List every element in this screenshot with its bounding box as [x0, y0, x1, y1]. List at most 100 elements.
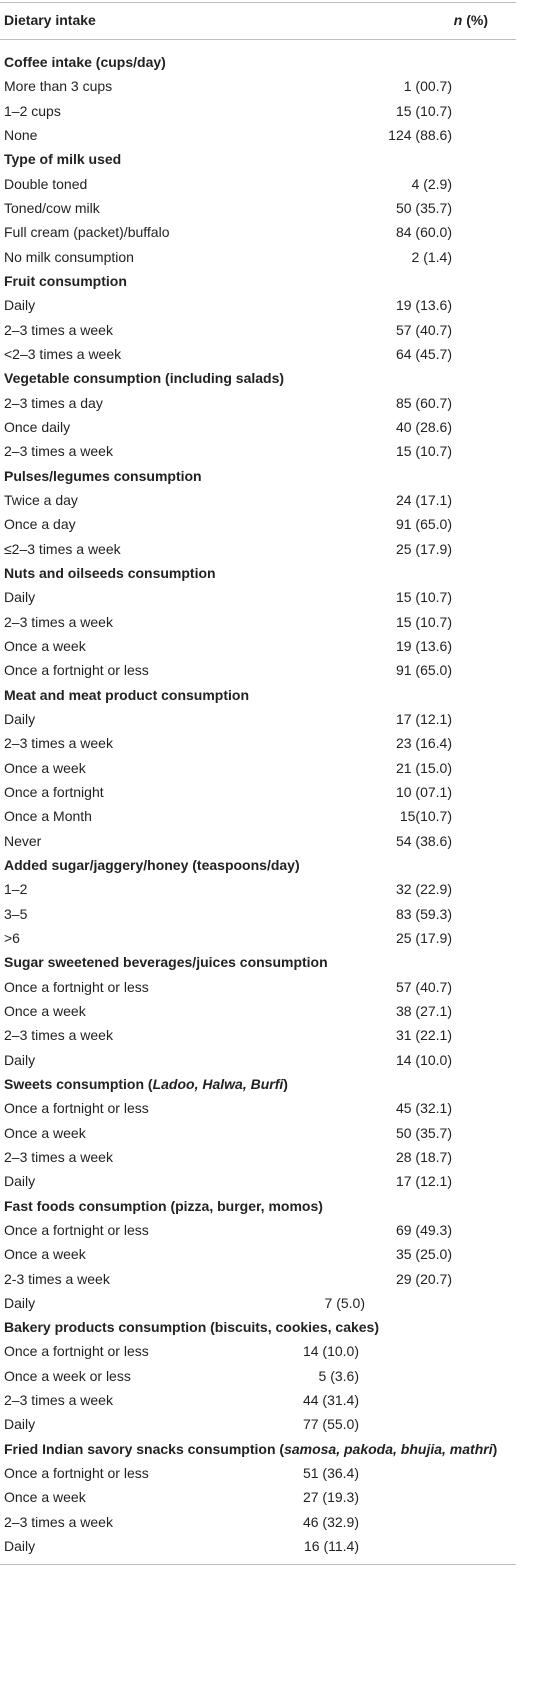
- row-value: 24 (17.1): [395, 491, 452, 508]
- text-part: Vegetable consumption (including salads): [4, 370, 285, 387]
- section-title: Vegetable consumption (including salads): [4, 369, 284, 387]
- row-value: 5 (3.6): [318, 1367, 359, 1384]
- top-rule: [0, 2, 516, 3]
- row-label: Daily: [4, 1173, 36, 1190]
- row-value: 17 (12.1): [395, 710, 452, 727]
- row-label: Never: [4, 832, 42, 849]
- section-title: Bakery products consumption (biscuits, c…: [4, 1318, 379, 1336]
- row-label: Daily: [4, 1294, 36, 1311]
- text-part: (%): [462, 12, 488, 28]
- row-label: 1–2: [4, 881, 28, 898]
- row-value: 19 (13.6): [395, 637, 452, 654]
- row-label: 2–3 times a week: [4, 443, 113, 460]
- row-value: 28 (18.7): [395, 1148, 452, 1165]
- header-rule: [0, 39, 516, 40]
- row-label: Once a week: [4, 637, 86, 654]
- row-label: Once a Month: [4, 808, 92, 825]
- row-value: 91 (65.0): [395, 662, 452, 679]
- row-value: 32 (22.9): [395, 881, 452, 898]
- row-label: Once a week: [4, 1002, 86, 1019]
- row-value: 54 (38.6): [395, 832, 452, 849]
- row-value: 17 (12.1): [395, 1173, 452, 1190]
- row-value: 27 (19.3): [302, 1489, 359, 1506]
- row-label: Once a fortnight or less: [4, 662, 149, 679]
- bottom-rule: [0, 1564, 516, 1566]
- section-title: Fruit consumption: [4, 272, 127, 290]
- row-label: Double toned: [4, 175, 88, 192]
- row-value: 44 (31.4): [302, 1392, 359, 1409]
- row-value: 69 (49.3): [395, 1221, 452, 1238]
- row-label: ≤2–3 times a week: [4, 540, 121, 557]
- text-part: ): [283, 1075, 288, 1092]
- row-value: 16 (11.4): [304, 1538, 359, 1555]
- header-value: n (%): [454, 11, 488, 29]
- italic-part: samosa, pakoda, bhujia, mathri: [284, 1440, 493, 1457]
- text-part: Type of milk used: [4, 151, 122, 168]
- row-value: 15 (10.7): [395, 613, 452, 630]
- row-label: 2–3 times a week: [4, 1148, 113, 1165]
- row-label: No milk consumption: [4, 248, 134, 265]
- row-value: 57 (40.7): [395, 321, 452, 338]
- italic-part: n: [453, 12, 463, 28]
- row-value: 77 (55.0): [302, 1416, 359, 1433]
- row-label: Daily: [4, 1538, 36, 1555]
- row-label: More than 3 cups: [4, 78, 113, 95]
- row-value: 10 (07.1): [395, 783, 452, 800]
- row-label: Daily: [4, 1416, 36, 1433]
- row-label: Once a fortnight or less: [4, 1465, 149, 1482]
- row-value: 51 (36.4): [302, 1465, 359, 1482]
- row-value: 14 (10.0): [395, 1051, 452, 1068]
- header-label: Dietary intake: [4, 12, 96, 28]
- section-title: Nuts and oilseeds consumption: [4, 564, 216, 582]
- text-part: Fruit consumption: [4, 272, 127, 289]
- row-label: Once a fortnight or less: [4, 1221, 149, 1238]
- table: Dietary intake n (%) Coffee intake (cups/d…: [0, 2, 516, 1566]
- row-label: 2–3 times a week: [4, 735, 113, 752]
- row-label: Full cream (packet)/buffalo: [4, 224, 170, 241]
- row-label: 2–3 times a week: [4, 613, 113, 630]
- row-value: 40 (28.6): [395, 418, 452, 435]
- section-title: Meat and meat product consumption: [4, 686, 249, 704]
- row-label: Daily: [4, 297, 36, 314]
- row-label: Toned/cow milk: [4, 199, 100, 216]
- row-value: 50 (35.7): [395, 1124, 452, 1141]
- row-value: 50 (35.7): [395, 199, 452, 216]
- section-title: Added sugar/jaggery/honey (teaspoons/day…: [4, 856, 300, 874]
- row-value: 7 (5.0): [324, 1294, 365, 1311]
- row-value: 23 (16.4): [395, 735, 452, 752]
- text-part: Bakery products consumption (biscuits, c…: [4, 1319, 379, 1336]
- row-label: >6: [4, 929, 20, 946]
- row-label: 2–3 times a day: [4, 394, 103, 411]
- row-label: Once daily: [4, 418, 71, 435]
- row-value: 83 (59.3): [395, 905, 452, 922]
- section-title: Coffee intake (cups/day): [4, 53, 166, 71]
- row-value: 15 (10.7): [395, 102, 452, 119]
- row-label: Daily: [4, 710, 36, 727]
- row-label: Once a fortnight or less: [4, 978, 149, 995]
- row-value: 91 (65.0): [395, 516, 452, 533]
- row-value: 84 (60.0): [395, 224, 452, 241]
- text-part: Sweets consumption (: [4, 1075, 153, 1092]
- row-value: 25 (17.9): [395, 929, 452, 946]
- row-value: 15 (10.7): [395, 589, 452, 606]
- row-value: 64 (45.7): [395, 345, 452, 362]
- row-value: 1 (00.7): [403, 78, 452, 95]
- text-part: Added sugar/jaggery/honey (teaspoons/day…: [4, 856, 300, 873]
- row-label: 2–3 times a week: [4, 1027, 113, 1044]
- italic-part: Ladoo, Halwa, Burfi: [152, 1075, 284, 1092]
- row-label: Once a fortnight: [4, 783, 104, 800]
- row-value: 35 (25.0): [395, 1246, 452, 1263]
- row-value: 4 (2.9): [411, 175, 452, 192]
- row-value: 85 (60.7): [395, 394, 452, 411]
- row-value: 2 (1.4): [411, 248, 452, 265]
- text-part: Nuts and oilseeds consumption: [4, 564, 216, 581]
- row-value: 38 (27.1): [395, 1002, 452, 1019]
- row-label: Once a week: [4, 1246, 86, 1263]
- row-value: 25 (17.9): [395, 540, 452, 557]
- row-label: Once a week: [4, 1124, 86, 1141]
- row-label: 1–2 cups: [4, 102, 61, 119]
- row-label: 2–3 times a week: [4, 321, 113, 338]
- row-label: Twice a day: [4, 491, 78, 508]
- section-title: Fried Indian savory snacks consumption (…: [4, 1440, 497, 1458]
